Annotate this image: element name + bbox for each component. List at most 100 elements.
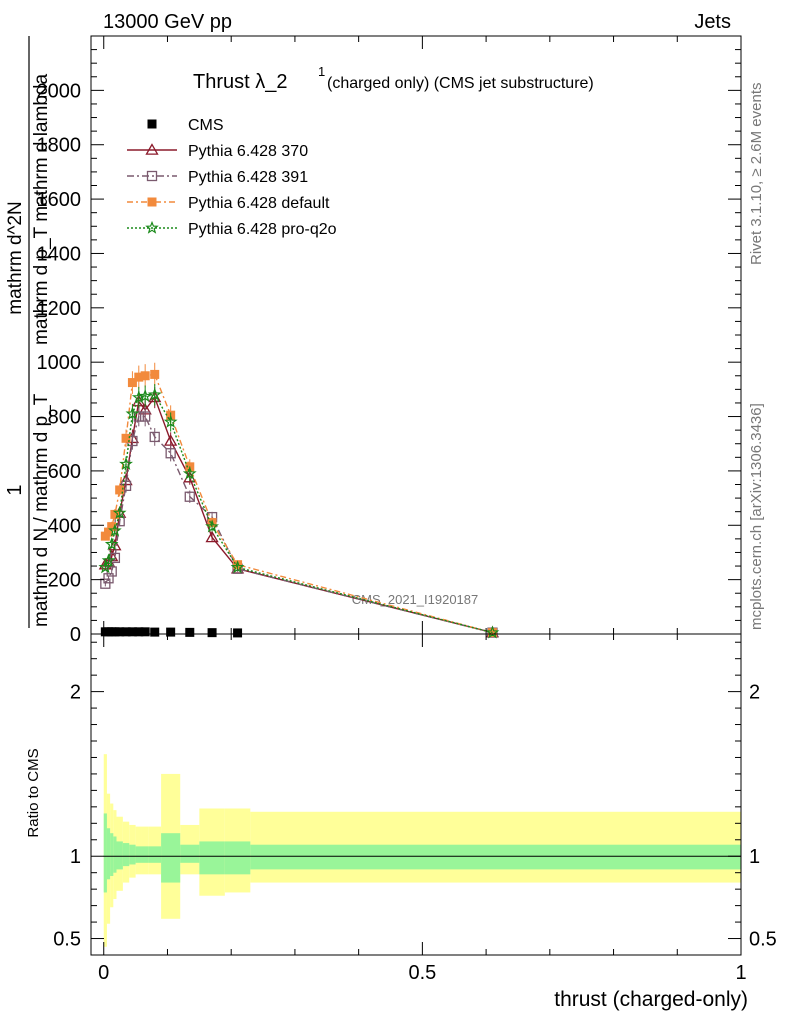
header-energy-label: 13000 GeV pp	[103, 11, 232, 33]
y-tick-label: 0	[70, 624, 81, 646]
y-tick-label: 1800	[37, 135, 82, 157]
y-axis-label-numerator: 1	[4, 484, 26, 495]
data-point-marker	[145, 143, 159, 155]
main-plot-axes: 0 200 400 600 800 1000 1200 1400 1600 1800 2000	[37, 35, 742, 646]
data-point-marker	[163, 414, 178, 428]
x-axis-label: thrust (charged-only)	[554, 988, 748, 1011]
ratio-y-tick-label: 0.5	[53, 929, 81, 951]
data-point-marker	[149, 431, 160, 443]
data-point-marker	[147, 387, 162, 401]
data-point-marker	[125, 406, 140, 420]
y-tick-label: 800	[48, 407, 81, 429]
y-tick-label: 200	[48, 570, 81, 592]
plot-subtitle: (charged only) (CMS jet substructure)	[327, 75, 594, 92]
data-point-marker	[131, 390, 146, 404]
ratio-y-tick-label-right: 1	[749, 846, 760, 868]
data-point-marker	[140, 411, 151, 422]
data-point-marker	[205, 519, 219, 533]
y-axis-label: 1 mathrm d N / mathrm d p_T mathrm d^2N …	[4, 36, 52, 628]
legend-label: Pythia 6.428 default	[188, 195, 330, 212]
ratio-stat-band	[116, 841, 123, 870]
data-point-marker	[150, 627, 160, 637]
data-point-marker	[104, 537, 119, 551]
y-axis-label-denominator: mathrm d N / mathrm d p_T	[31, 393, 52, 627]
legend-label: Pythia 6.428 pro-q2o	[188, 221, 337, 238]
header-process-label: Jets	[694, 11, 731, 33]
legend-entry: Pythia 6.428 370	[127, 143, 308, 160]
data-point-marker	[485, 625, 500, 639]
data-point-marker	[140, 627, 150, 637]
data-point-marker	[121, 433, 131, 443]
data-point-marker	[147, 119, 157, 129]
ratio-y-tick-label-right: 0.5	[749, 929, 777, 951]
ratio-stat-band	[250, 844, 741, 870]
data-point-marker	[110, 627, 120, 637]
y-tick-label: 400	[48, 515, 81, 537]
ratio-stat-band	[103, 813, 107, 893]
plot-title-superscript: 1	[318, 64, 325, 79]
ratio-y-tick-label-right: 2	[749, 682, 760, 704]
ratio-y-tick-label: 2	[70, 682, 81, 704]
rivet-version-label: Rivet 3.1.10, ≥ 2.6M events	[748, 83, 765, 266]
data-point-marker	[103, 573, 114, 584]
y-axis-label-denominator-right: mathrm d p_T mathrm d lambda	[31, 74, 52, 345]
y-tick-label: 2000	[37, 80, 82, 102]
data-point-marker	[134, 372, 144, 382]
data-point-marker	[185, 627, 195, 637]
legend-entry: Pythia 6.428 default	[127, 195, 330, 212]
ratio-bands	[103, 754, 741, 947]
ratio-stat-band	[135, 846, 142, 863]
data-point-marker	[127, 627, 137, 637]
data-point-marker	[134, 627, 144, 637]
y-tick-label: 600	[48, 461, 81, 483]
data-point-marker	[233, 628, 243, 638]
data-point-marker	[145, 220, 159, 234]
ratio-plot-frame	[90, 633, 742, 956]
ratio-y-axis-label: Ratio to CMS	[25, 748, 42, 837]
y-tick-label: 1400	[37, 243, 82, 265]
legend-label: Pythia 6.428 370	[188, 143, 308, 160]
data-point-marker	[165, 448, 176, 459]
data-point-marker	[182, 466, 197, 480]
ratio-y-tick-label: 1	[70, 846, 81, 868]
legend-entry: Pythia 6.428 pro-q2o	[127, 220, 337, 238]
plot-title: Thrust λ_2 1 (charged only) (CMS jet sub…	[193, 64, 594, 93]
ratio-stat-band	[180, 844, 200, 863]
data-point-marker	[147, 197, 157, 207]
data-point-marker	[146, 170, 158, 182]
legend-entry: CMS	[147, 117, 224, 134]
ratio-plot-axes: 0.5 0.51 12 20 0.5 1	[53, 633, 777, 984]
main-plot-marks	[98, 362, 500, 639]
data-point-marker	[207, 628, 217, 638]
data-point-marker	[230, 560, 245, 574]
ratio-stat-band	[113, 836, 117, 873]
data-point-marker	[101, 553, 116, 567]
legend: CMS Pythia 6.428 370 Pythia 6.428 391 Pythi…	[127, 117, 337, 238]
data-point-marker	[140, 371, 150, 381]
data-point-marker	[115, 627, 125, 637]
ratio-plot: 0.5 0.51 12 20 0.5 1 Ratio to CMS thrust (cha…	[25, 633, 777, 1011]
data-point-marker	[121, 627, 131, 637]
data-point-marker	[104, 527, 114, 537]
ratio-stat-band	[122, 843, 130, 867]
mcplots-url-label: mcplots.cern.ch [arXiv:1306.3436]	[748, 403, 765, 630]
x-tick-label: 0	[98, 962, 109, 984]
main-plot: CMS_2021_I1920187 Thrust λ_2 1 (charged …	[4, 35, 742, 646]
data-point-marker	[109, 552, 121, 564]
ratio-stat-band	[110, 833, 114, 876]
legend-entry: Pythia 6.428 391	[127, 169, 308, 186]
data-point-marker	[133, 411, 144, 422]
data-point-marker	[115, 485, 125, 495]
data-point-marker	[127, 378, 137, 388]
plot-title-main: Thrust λ_2	[193, 71, 287, 93]
x-tick-label: 1	[735, 962, 746, 984]
ratio-stat-band	[199, 841, 225, 875]
y-axis-label-numerator-right: mathrm d^2N	[5, 201, 26, 314]
data-point-marker	[108, 523, 122, 537]
data-point-marker	[100, 578, 111, 589]
data-point-marker	[98, 560, 113, 574]
y-tick-label: 1600	[37, 189, 82, 211]
legend-label: Pythia 6.428 391	[188, 169, 308, 186]
x-tick-label: 0.5	[408, 962, 436, 984]
